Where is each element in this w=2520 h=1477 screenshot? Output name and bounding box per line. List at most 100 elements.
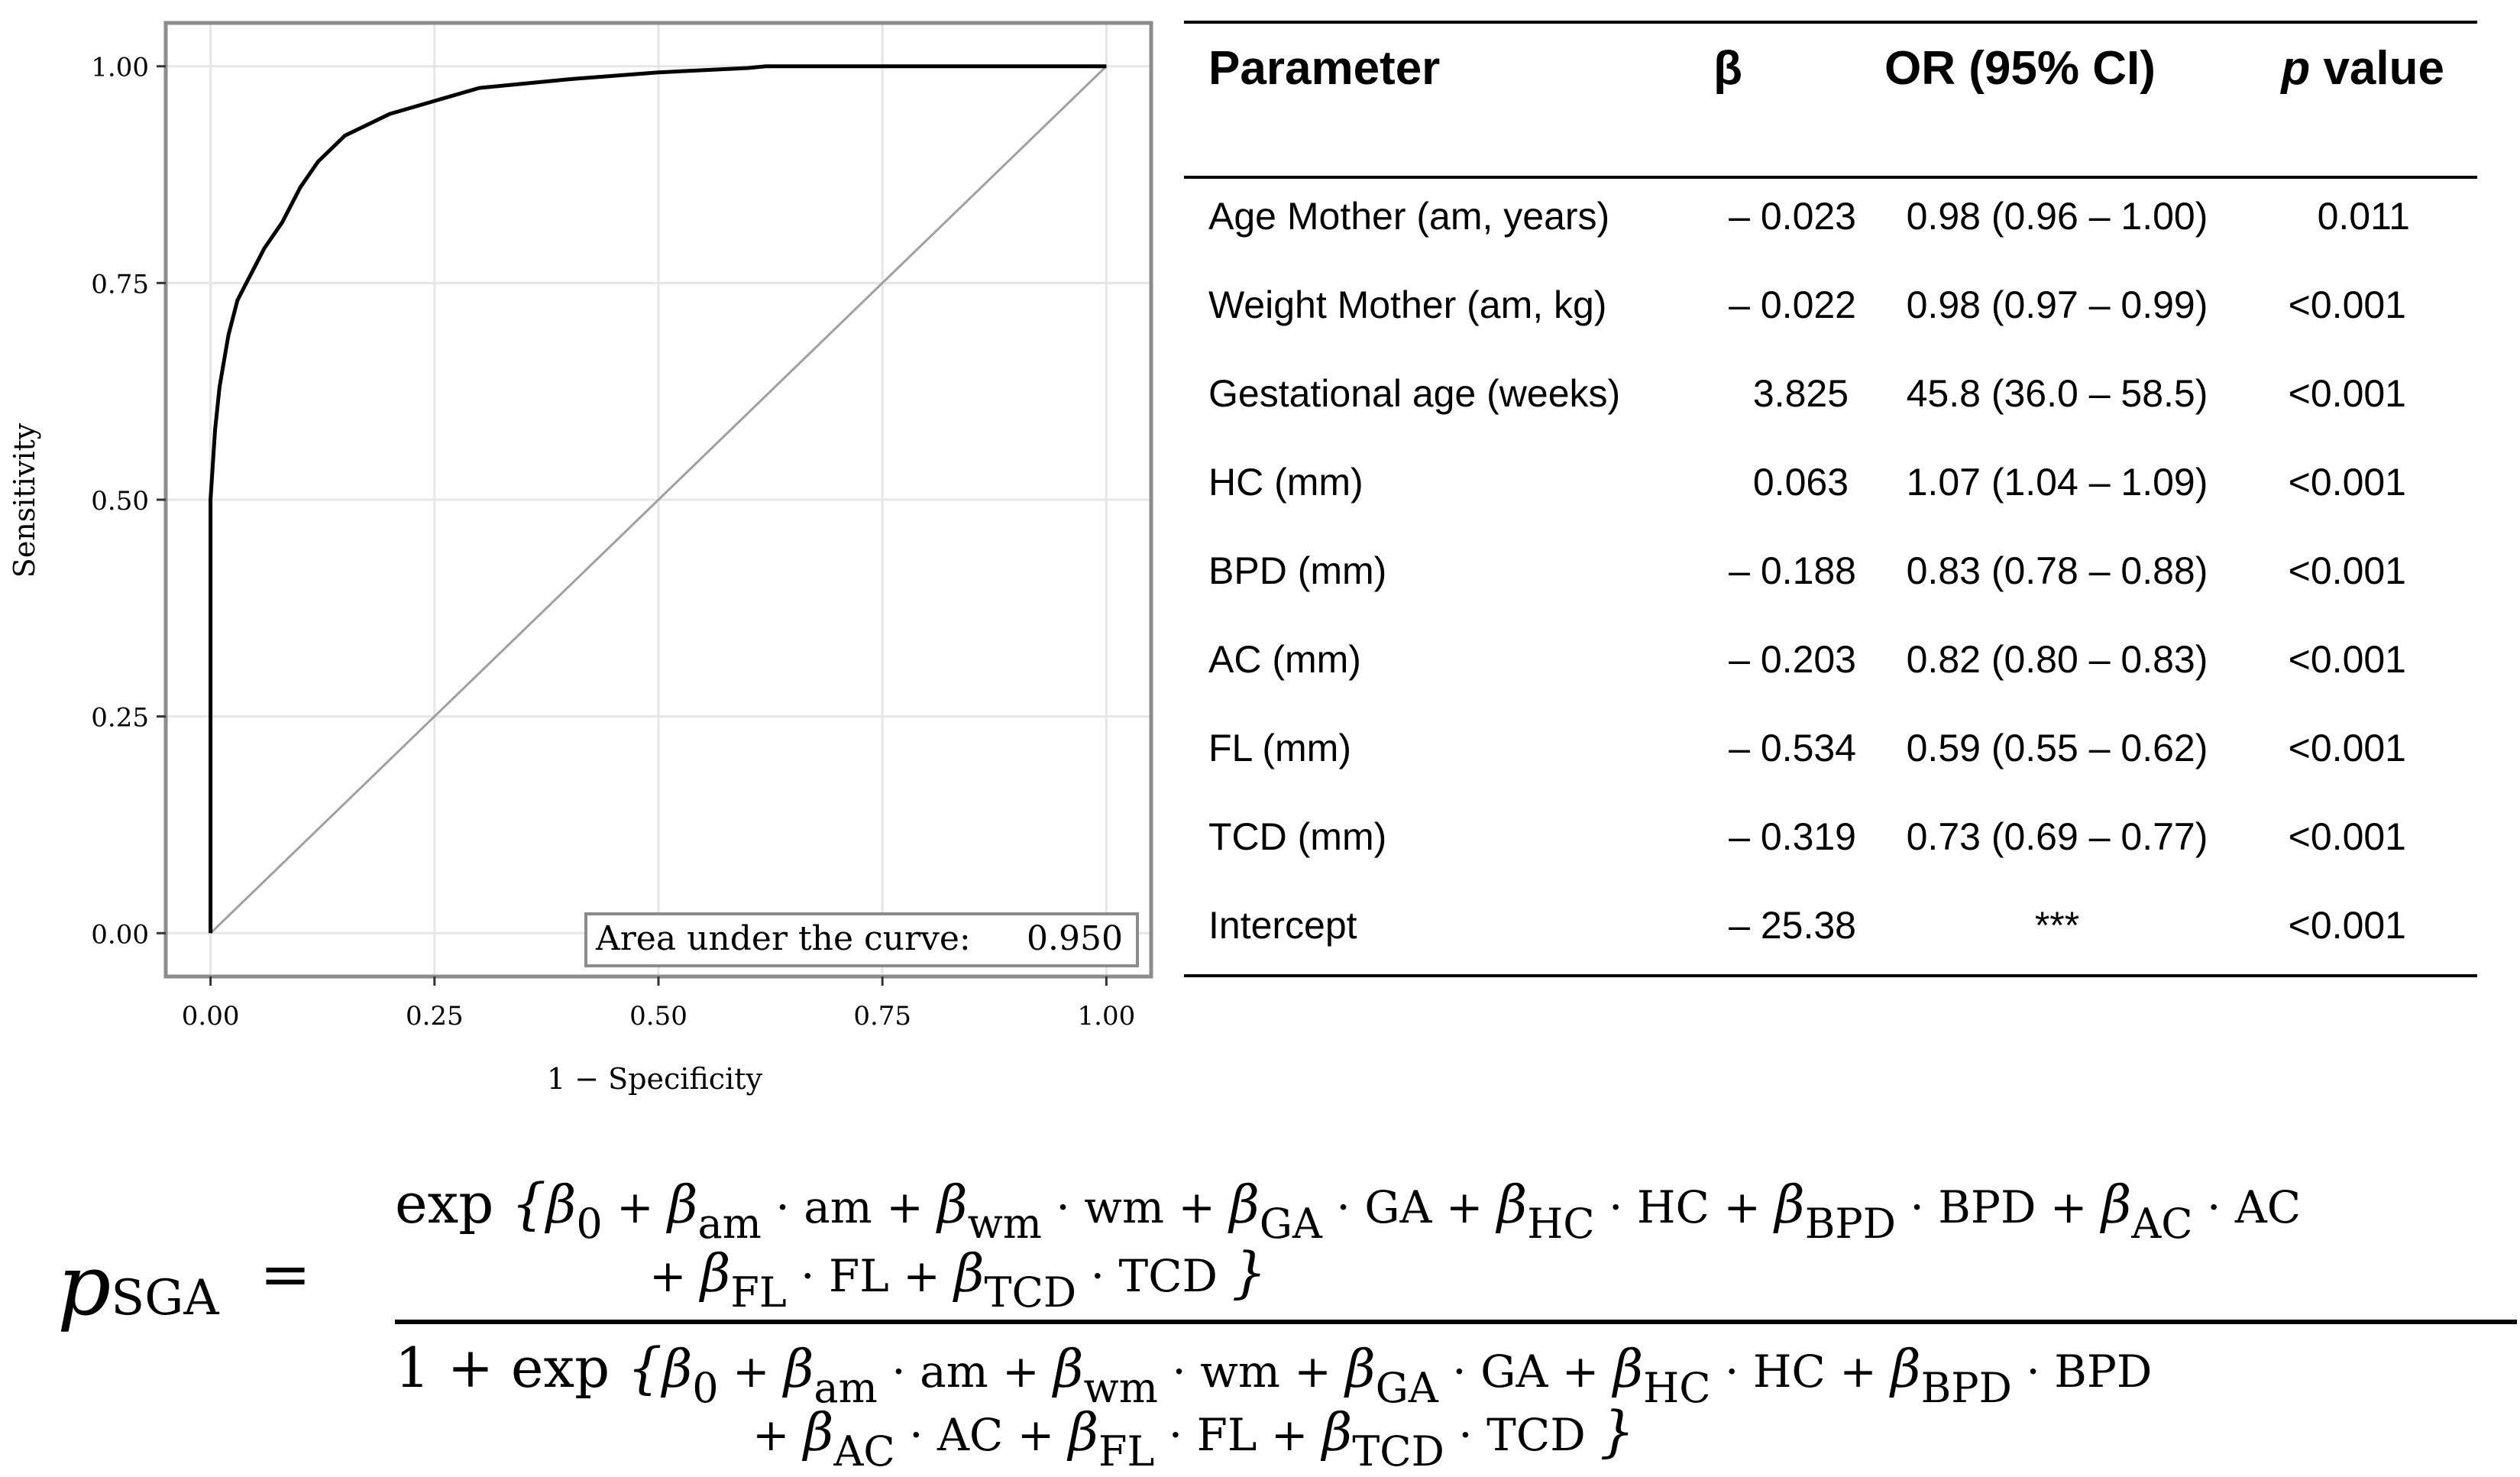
roc-y-tick-label: 1.00 [91,53,149,83]
table-row: FL (mm) – 0.534 0.59 (0.55 – 0.62) <0.001 [1208,727,2406,769]
formula-beta: β [1051,1339,1083,1400]
formula-brace-close: } [1600,1399,1635,1463]
formula-term: · FL + [1154,1409,1322,1461]
table-cell: <0.001 [2289,461,2406,504]
formula-beta: β [1227,1175,1259,1236]
table-body: Age Mother (am, years) – 0.023 0.98 (0.96 … [1208,195,2410,947]
formula-operator: + [752,1409,804,1461]
auc-label: Area under the curve: [595,919,971,958]
formula-term: · TCD [1076,1250,1231,1302]
table-row: AC (mm) – 0.203 0.82 (0.80 – 0.83) <0.001 [1208,638,2406,681]
formula-beta: β [698,1244,730,1304]
table-header-cell: OR (95% CI) [1884,42,2156,95]
table-cell: 0.011 [2318,195,2410,238]
table-cell: AC (mm) [1208,638,1361,681]
table-cell: – 0.188 [1729,549,1856,592]
roc-x-tick-label: 0.00 [182,1001,240,1032]
table-cell: <0.001 [2289,727,2406,769]
formula-subscript: GA [1376,1364,1439,1412]
table-cell: – 0.203 [1729,638,1856,681]
table-cell: <0.001 [2289,549,2406,592]
auc-annotation: Area under the curve: 0.950 [584,912,1139,967]
roc-y-tick-label: 0.25 [91,703,149,734]
formula-line: exp {β0 + βam · am + βwm · wm + βGA · GA… [395,1171,2301,1248]
formula-beta: β [801,1403,833,1463]
formula-subscript: 0 [576,1200,602,1248]
formula-term: · AC [2193,1181,2302,1233]
table-cell: HC (mm) [1208,461,1364,504]
table-cell: – 0.534 [1729,727,1856,769]
roc-x-tick-label: 0.50 [629,1001,687,1032]
formula-term: · HC + [1711,1346,1891,1398]
formula-subscript: FL [1098,1427,1154,1475]
table-cell: <0.001 [2289,904,2406,947]
table-cell: – 0.023 [1729,195,1856,238]
formula-beta: β [544,1175,576,1236]
table-cell: 0.98 (0.96 – 1.00) [1907,195,2208,238]
formula-line: 1 + exp {β0 + βam · am + βwm · wm + βGA … [395,1336,2152,1412]
formula-line: + βAC · AC + βFL · FL + βTCD · TCD } [752,1399,1635,1475]
roc-x-axis: 0.00 0.25 0.50 0.75 1.00 [182,977,1135,1032]
table-cell: BPD (mm) [1208,549,1386,592]
roc-y-tick-label: 0.00 [91,919,149,950]
formula-beta: β [1772,1175,1804,1236]
formula-subscript: BPD [1805,1200,1896,1248]
formula-subscript: GA [1260,1200,1323,1248]
table-cell: 0.73 (0.69 – 0.77) [1907,815,2208,858]
formula-beta: β [2099,1175,2131,1236]
formula-term: + [603,1181,668,1233]
formula-exp: exp [395,1171,511,1236]
auc-value: 0.950 [1027,919,1123,958]
formula-term: · TCD [1444,1409,1600,1461]
table-cell: – 0.319 [1729,815,1856,858]
table-cell: Weight Mother (am, kg) [1208,283,1606,326]
table-cell: – 25.38 [1729,904,1856,947]
table-header-row: Parameter β OR (95% CI) p value [1208,42,2444,95]
table-cell: *** [2035,904,2079,947]
formula-beta: β [935,1175,967,1236]
formula-subscript: TCD [1352,1427,1444,1475]
formula-beta: β [1888,1339,1920,1400]
table-cell: <0.001 [2289,283,2406,326]
table-cell: – 0.022 [1729,283,1856,326]
formula-subscript: wm [968,1200,1042,1248]
formula-term: · am + [878,1346,1053,1398]
formula-beta: β [660,1339,692,1400]
formula-term: · wm + [1042,1181,1229,1233]
formula-term: · HC + [1595,1181,1775,1233]
table-cell: TCD (mm) [1208,815,1386,858]
formula-beta: β [1495,1175,1527,1236]
formula-subscript: 0 [692,1364,718,1412]
roc-y-tick-label: 0.75 [91,269,149,300]
formula-subscript: am [697,1200,761,1248]
formula-term: · wm + [1158,1346,1345,1398]
coefficient-table: Parameter β OR (95% CI) p value Age Mother … [1184,21,2477,977]
formula-operator: + [649,1250,700,1302]
table-cell: 0.063 [1753,461,1849,504]
formula-term: · GA + [1322,1181,1497,1233]
table-header-cell: Parameter [1208,42,1440,95]
table-row: BPD (mm) – 0.188 0.83 (0.78 – 0.88) <0.001 [1208,549,2406,592]
roc-y-axis: 0.00 0.25 0.50 0.75 1.00 [91,53,166,950]
roc-curve-series [209,64,1107,934]
table-cell: <0.001 [2289,815,2406,858]
sga-probability-formula: pSGA = exp {β0 + βam · am + βwm · wm + β… [57,1171,2517,1475]
formula-beta: β [665,1175,697,1236]
table-row: Gestational age (weeks) 3.825 45.8 (36.0 –… [1208,372,2406,415]
formula-beta: β [1343,1339,1375,1400]
formula-subscript: FL [730,1268,786,1317]
table-cell: Gestational age (weeks) [1208,372,1620,415]
formula-beta: β [1320,1403,1352,1463]
table-row: Age Mother (am, years) – 0.023 0.98 (0.96 … [1208,195,2410,238]
formula-term: · am + [762,1181,937,1233]
formula-subscript: BPD [1921,1364,2012,1412]
formula-subscript: HC [1527,1200,1594,1248]
formula-denominator: 1 + exp {β0 + βam · am + βwm · wm + βGA … [395,1336,2152,1475]
formula-exp: exp [511,1336,627,1400]
table-cell: 3.825 [1753,372,1849,415]
table-cell: 0.98 (0.97 – 0.99) [1907,283,2208,326]
table-cell: <0.001 [2289,372,2406,415]
table-cell: 0.83 (0.78 – 0.88) [1907,549,2208,592]
roc-y-tick-label: 0.50 [91,486,149,517]
